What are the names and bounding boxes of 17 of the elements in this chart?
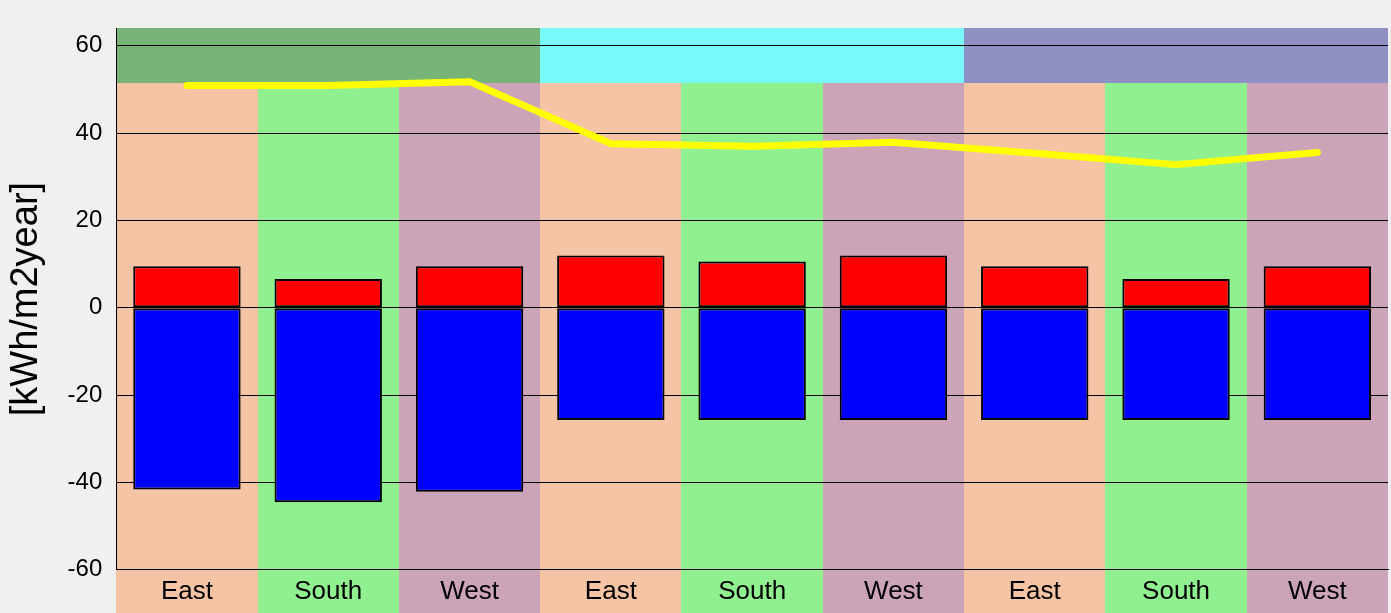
x-tick-label: West <box>1287 574 1348 605</box>
x-tick-label: West <box>440 574 500 605</box>
x-tick-label: East <box>160 574 214 605</box>
x-tick-label: South <box>718 574 787 605</box>
y-tick-label: 60 <box>75 30 103 58</box>
x-tick-label: South <box>1142 574 1211 605</box>
x-tick-label: West <box>864 574 924 605</box>
x-tick-label: South <box>294 574 363 605</box>
y-tick-label: 0 <box>88 292 103 320</box>
y-tick-label: 40 <box>75 117 103 145</box>
y-tick-label: -60 <box>67 554 103 582</box>
y-tick-label: -40 <box>67 467 103 495</box>
y-tick-label: 20 <box>75 205 103 233</box>
y-tick-label: -20 <box>67 379 103 407</box>
x-tick-label: East <box>584 574 638 605</box>
x-tick-label: East <box>1008 574 1062 605</box>
y-axis-title: [kWh/m2year] <box>3 181 46 417</box>
